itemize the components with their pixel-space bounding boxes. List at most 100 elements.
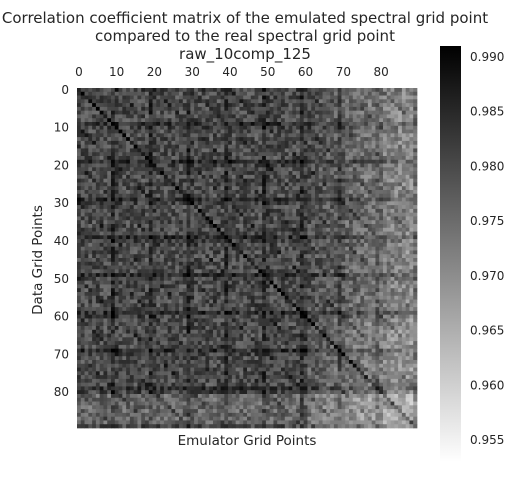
heatmap-cell: [129, 103, 135, 108]
heatmap-cell: [254, 99, 259, 104]
heatmap-cell: [356, 133, 361, 138]
heatmap-cell: [337, 276, 342, 282]
heatmap-cell: [99, 91, 104, 96]
heatmap-cell: [88, 110, 93, 115]
heatmap-cell: [201, 273, 206, 278]
heatmap-cell: [250, 156, 255, 161]
heatmap-cell: [299, 220, 305, 225]
heatmap-cell: [167, 239, 172, 244]
heatmap-cell: [145, 159, 150, 164]
heatmap-cell: [349, 103, 354, 108]
heatmap-cell: [390, 114, 395, 119]
heatmap-cell: [92, 292, 97, 297]
heatmap-cell: [364, 227, 369, 232]
heatmap-cell: [77, 178, 82, 183]
heatmap-cell: [262, 156, 267, 161]
heatmap-cell: [303, 292, 308, 297]
heatmap-cell: [318, 167, 323, 172]
heatmap-cell: [209, 122, 214, 127]
heatmap-cell: [171, 182, 176, 187]
heatmap-cell: [171, 292, 176, 297]
heatmap-cell: [379, 220, 384, 225]
heatmap-cell: [284, 167, 289, 172]
heatmap-cell: [80, 182, 85, 187]
heatmap-cell: [160, 205, 165, 210]
heatmap-cell: [80, 178, 85, 183]
heatmap-cell: [171, 265, 176, 270]
heatmap-cell: [254, 201, 259, 206]
heatmap-cell: [228, 144, 233, 149]
heatmap-cell: [315, 95, 320, 100]
heatmap-cell: [299, 276, 305, 282]
heatmap-cell: [141, 114, 146, 119]
heatmap-cell: [77, 129, 82, 134]
heatmap-cell: [92, 208, 97, 214]
heatmap-cell: [239, 269, 244, 274]
heatmap-cell: [107, 276, 112, 282]
heatmap-cell: [88, 193, 93, 198]
heatmap-cell: [194, 205, 199, 210]
heatmap-cell: [84, 235, 89, 240]
heatmap-cell: [80, 227, 85, 232]
heatmap-cell: [163, 212, 169, 217]
heatmap-cell: [103, 224, 108, 229]
heatmap-cell: [405, 292, 410, 297]
heatmap-cell: [258, 95, 263, 100]
heatmap-cell: [197, 258, 203, 263]
heatmap-cell: [341, 288, 346, 293]
heatmap-cell: [95, 224, 101, 229]
heatmap-cell: [80, 156, 85, 161]
heatmap-cell: [160, 133, 165, 138]
heatmap-cell: [179, 261, 184, 266]
heatmap-cell: [213, 212, 218, 217]
heatmap-cell: [284, 205, 289, 210]
heatmap-cell: [156, 122, 161, 127]
heatmap-cell: [386, 212, 391, 217]
heatmap-cell: [88, 246, 93, 251]
heatmap-cell: [209, 208, 214, 214]
heatmap-cell: [390, 261, 395, 266]
heatmap-cell: [220, 250, 225, 255]
heatmap-cell: [167, 114, 172, 119]
heatmap-cell: [111, 133, 116, 138]
heatmap-cell: [296, 220, 301, 225]
heatmap-cell: [88, 239, 93, 244]
heatmap-cell: [171, 163, 176, 168]
heatmap-cell: [281, 91, 286, 96]
heatmap-cell: [375, 171, 380, 176]
heatmap-cell: [288, 103, 293, 108]
heatmap-cell: [95, 220, 101, 225]
heatmap-cell: [92, 148, 97, 153]
heatmap-cell: [160, 292, 165, 297]
heatmap-cell: [364, 144, 369, 149]
heatmap-cell: [156, 276, 161, 282]
heatmap-cell: [262, 231, 267, 236]
heatmap-cell: [292, 106, 297, 112]
heatmap-cell: [398, 95, 403, 100]
heatmap-cell: [171, 212, 176, 217]
heatmap-cell: [179, 235, 184, 240]
heatmap-cell: [345, 246, 350, 251]
heatmap-cell: [265, 288, 271, 293]
heatmap-cell: [375, 163, 380, 168]
heatmap-cell: [129, 269, 135, 274]
heatmap-cell: [137, 140, 142, 146]
heatmap-cell: [333, 208, 339, 214]
heatmap-cell: [133, 242, 138, 248]
heatmap-cell: [80, 148, 85, 153]
heatmap-cell: [413, 182, 418, 187]
heatmap-cell: [163, 163, 169, 168]
heatmap-cell: [265, 265, 271, 270]
heatmap-cell: [216, 148, 221, 153]
heatmap-cell: [118, 246, 123, 251]
heatmap-cell: [356, 140, 361, 146]
heatmap-cell: [216, 159, 221, 164]
heatmap-cell: [262, 88, 267, 93]
heatmap-cell: [84, 231, 89, 236]
heatmap-cell: [190, 258, 195, 263]
heatmap-cell: [175, 239, 180, 244]
heatmap-cell: [129, 197, 135, 202]
heatmap-cell: [288, 276, 293, 282]
heatmap-cell: [114, 190, 119, 195]
heatmap-cell: [273, 129, 278, 134]
